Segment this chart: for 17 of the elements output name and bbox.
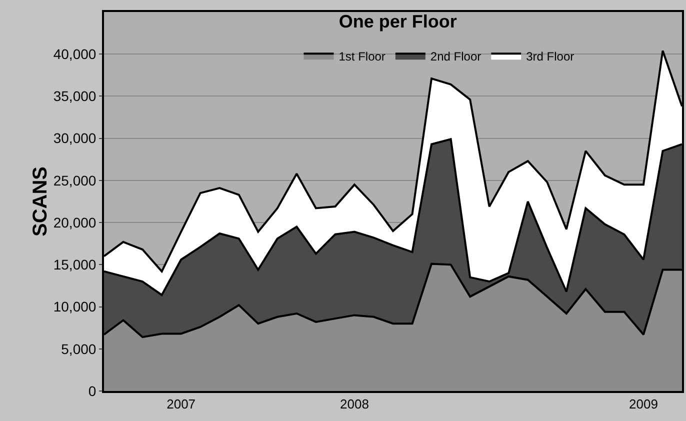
y-tick-label: 10,000 xyxy=(53,298,96,315)
y-tick-label: 15,000 xyxy=(53,256,96,273)
y-tick-label: 35,000 xyxy=(53,88,96,104)
x-tick-label: 2008 xyxy=(340,396,369,412)
chart-title: One per Floor xyxy=(338,11,457,32)
legend-label: 2nd Floor xyxy=(430,49,482,64)
y-tick-label: 20,000 xyxy=(53,214,96,230)
legend-label: 3rd Floor xyxy=(526,49,574,64)
y-tick-label: 0 xyxy=(88,382,96,399)
y-tick-label: 30,000 xyxy=(53,130,96,146)
x-tick-label: 2007 xyxy=(166,396,196,412)
y-tick-label: 40,000 xyxy=(53,46,96,62)
legend-label: 1st Floor xyxy=(338,49,386,64)
y-axis-title: SCANS xyxy=(29,166,52,237)
y-tick-label: 5,000 xyxy=(61,340,96,357)
y-tick-label: 25,000 xyxy=(53,172,96,188)
x-tick-label: 2009 xyxy=(629,396,658,412)
